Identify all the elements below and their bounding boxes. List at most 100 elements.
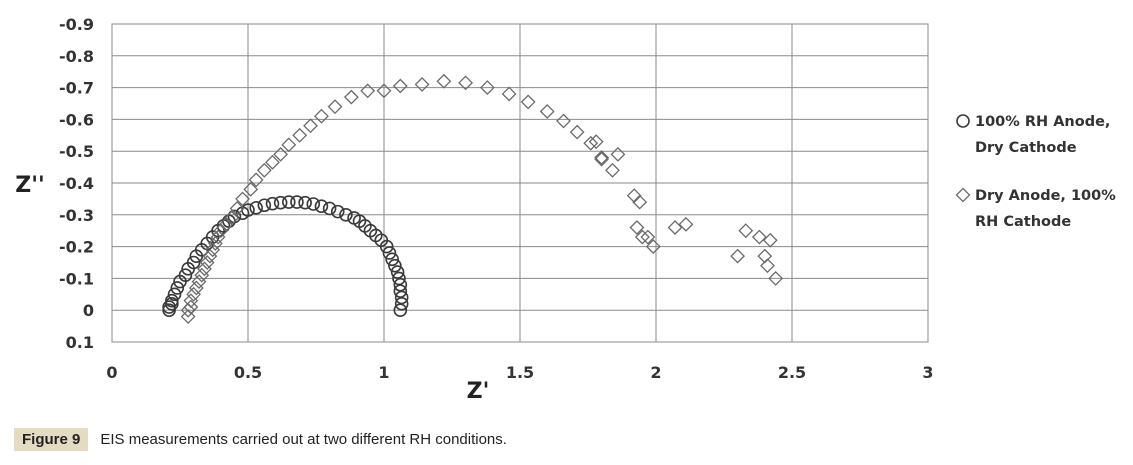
series-diamond	[180, 73, 784, 324]
circle-point	[186, 255, 201, 270]
diamond-point	[343, 89, 359, 105]
circle-point	[178, 268, 193, 283]
diamond-point	[180, 309, 196, 324]
y-tick-label: -0.6	[59, 110, 94, 129]
x-axis-ticks: 0 0.5 1 1.5 2 2.5 3	[106, 363, 933, 382]
circle-point	[330, 204, 345, 219]
x-tick-label: 1	[378, 363, 389, 382]
diamond-point	[626, 188, 642, 204]
diamond-point	[768, 270, 784, 286]
diamond-point	[292, 127, 308, 143]
legend-marker-circle	[956, 114, 970, 128]
diamond-point	[180, 302, 196, 318]
circle-point	[393, 284, 408, 298]
diamond-point	[218, 216, 234, 232]
diamond-point	[594, 150, 610, 165]
diamond-point	[414, 77, 430, 92]
x-tick-label: 1.5	[506, 363, 534, 382]
diamond-point	[458, 75, 474, 91]
circle-point	[314, 199, 329, 214]
circle-point	[167, 287, 182, 302]
diamond-point	[610, 146, 626, 162]
circle-point	[379, 239, 394, 254]
diamond-point	[634, 229, 650, 245]
y-tick-label: -0.9	[59, 15, 94, 34]
circle-point	[281, 195, 296, 209]
circle-point	[390, 265, 405, 279]
y-axis-title: Z''	[15, 173, 44, 198]
circle-point	[339, 208, 353, 222]
circle-point	[385, 252, 399, 267]
diamond-point	[762, 232, 778, 248]
diamond-point	[645, 239, 661, 255]
diamond-point	[588, 134, 604, 150]
legend-label-line: 100% RH Anode,	[975, 114, 1110, 130]
circle-point	[298, 195, 312, 210]
x-tick-label: 2	[650, 363, 661, 382]
circle-point	[388, 258, 402, 273]
circle-point	[265, 196, 280, 211]
legend-label-line: Dry Anode, 100%	[975, 188, 1116, 204]
y-tick-label: -0.7	[59, 79, 94, 98]
figure-caption: Figure 9 EIS measurements carried out at…	[14, 426, 507, 452]
diamond-point	[376, 83, 392, 99]
diamond-point	[186, 286, 202, 302]
diamond-point	[314, 108, 329, 124]
x-tick-label: 0	[106, 363, 117, 382]
circle-point	[393, 277, 408, 292]
diamond-point	[678, 216, 694, 232]
y-tick-label: -0.4	[59, 174, 94, 193]
diamond-point	[273, 146, 289, 162]
circle-point	[382, 246, 397, 260]
y-tick-label: -0.2	[59, 238, 94, 257]
diamond-point	[730, 248, 746, 264]
diamond-point	[281, 137, 297, 153]
diamond-point	[191, 274, 207, 289]
data-series	[162, 73, 784, 324]
diamond-point	[594, 151, 610, 167]
diamond-point	[629, 220, 645, 235]
circle-point	[290, 195, 304, 209]
circle-point	[393, 303, 408, 318]
diamond-point	[360, 83, 376, 99]
diamond-point	[760, 258, 775, 274]
diamond-point	[256, 162, 272, 178]
diamond-point	[303, 118, 318, 134]
legend-label-line: RH Cathode	[975, 214, 1071, 230]
y-tick-label: 0	[83, 301, 94, 320]
circle-point	[322, 201, 337, 216]
x-tick-label: 3	[922, 363, 933, 382]
legend-item: 100% RH Anode, Dry Cathode	[956, 114, 1110, 156]
diamond-point	[265, 154, 280, 170]
circle-point	[394, 290, 409, 305]
plot-area	[111, 23, 929, 343]
circle-point	[392, 271, 406, 286]
y-tick-label: -0.8	[59, 47, 94, 66]
diamond-point	[224, 210, 240, 226]
diamond-point	[556, 113, 571, 129]
x-tick-label: 2.5	[778, 363, 806, 382]
circle-point	[170, 281, 185, 295]
diamond-point	[243, 181, 259, 197]
diamond-point	[738, 223, 754, 239]
diamond-point	[667, 220, 683, 235]
diamond-point	[188, 280, 204, 296]
diamond-point	[583, 135, 599, 151]
legend-label-line: Dry Cathode	[975, 140, 1077, 156]
circle-point	[273, 195, 288, 210]
y-axis-ticks: -0.9 -0.8 -0.7 -0.6 -0.5 -0.4 -0.3 -0.2 -0.1 0 0.1	[59, 15, 94, 352]
diamond-point	[751, 229, 767, 245]
circle-point	[306, 197, 321, 211]
diamond-point	[235, 191, 250, 207]
diamond-point	[640, 229, 656, 245]
series-circle	[162, 195, 409, 318]
diamond-point	[501, 86, 517, 102]
diamond-point	[213, 223, 229, 239]
chart-grid	[111, 23, 929, 343]
circle-point	[165, 293, 179, 308]
eis-chart: -0.9 -0.8 -0.7 -0.6 -0.5 -0.4 -0.3 -0.2 -0.1 0 0.1…	[15, 15, 1116, 404]
diamond-point	[248, 172, 264, 188]
diamond-point	[479, 80, 495, 96]
circle-point	[394, 297, 409, 311]
diamond-point	[569, 124, 585, 140]
